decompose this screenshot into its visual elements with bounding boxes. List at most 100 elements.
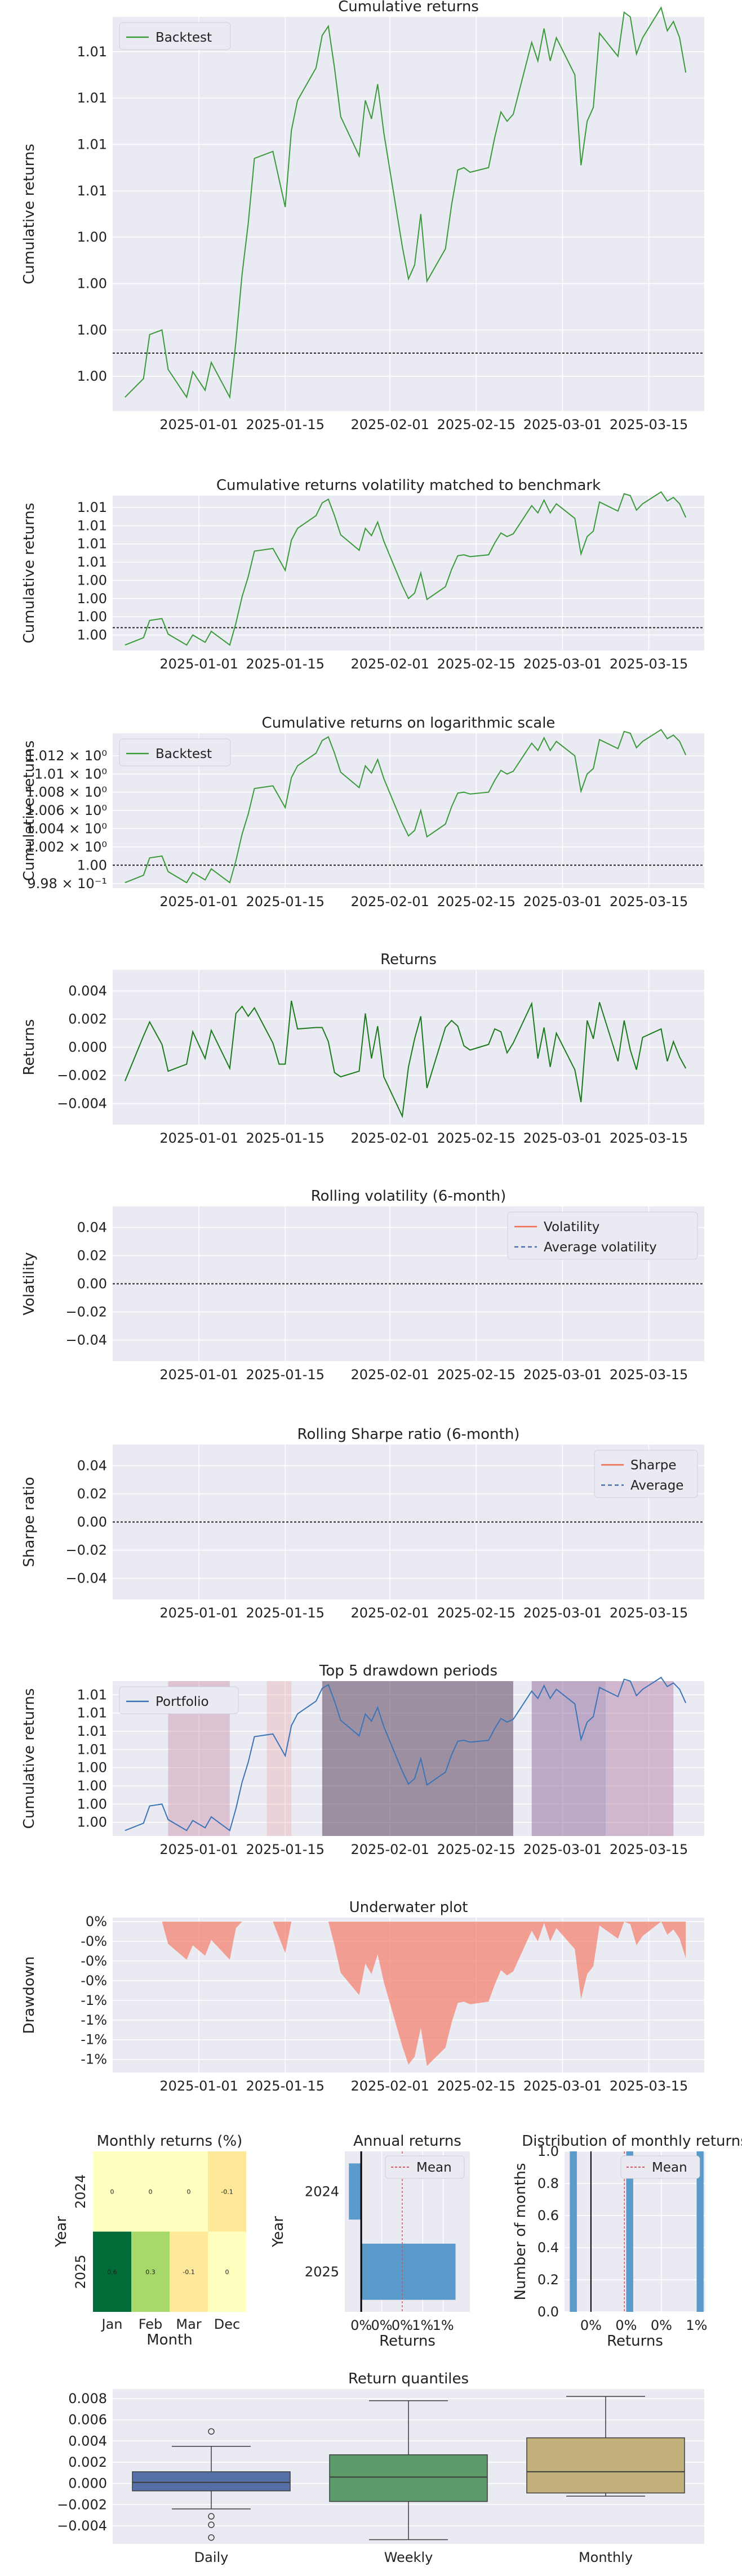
heatmap-cell-label: 0 [187,2188,191,2195]
y-tick-label: 1.01 [77,136,107,152]
drawdown-span [606,1681,674,1836]
x-tick-label: 2025-02-15 [437,656,516,672]
x-tick-label: 2025-02-01 [350,417,429,433]
legend-label: Backtest [155,747,212,761]
x-tick-label: 2025-01-01 [159,1605,238,1621]
x-tick-label: 2025-01-01 [159,417,238,433]
y-tick-label: 1.01 [77,554,107,570]
x-tick-label: 2025-02-15 [437,1605,516,1621]
chart-8: Underwater plot 2025-01-01 2025-01-15 2025-… [21,1899,704,2094]
x-tick-label: 2025-02-15 [437,894,516,910]
y-axis-label: Number of months [512,2163,529,2301]
histogram-bar [696,2151,704,2312]
y-tick-label: 1.00 [77,276,107,292]
x-tick-label: 2025-03-15 [610,1605,688,1621]
x-tick-label: 2025-02-01 [350,1130,429,1146]
x-tick-label: 0% [580,2317,602,2333]
x-tick-label: 2025-01-01 [159,1130,238,1146]
x-tick-label: 2025-03-15 [610,1842,688,1857]
y-tick-label: -0% [81,1933,107,1949]
chart-title: Monthly returns (%) [97,2133,243,2150]
heatmap-cell [170,2151,208,2232]
x-tick-label: 2025-03-01 [523,417,602,433]
x-tick-label: 2025-03-15 [610,1367,688,1383]
legend-label: Average [630,1478,683,1493]
heatmap-cell [208,2231,246,2312]
x-tick-label: 2025-02-15 [437,2078,516,2094]
y-tick-label: −0.04 [65,1332,107,1348]
x-tick-label: 2025-01-15 [246,1130,325,1146]
flier-point [208,2513,215,2520]
x-tick-label: 0% [651,2317,672,2333]
chart-4: Returns 2025-01-01 2025-01-15 2025-02-01 202… [21,951,704,1146]
y-tick-label: -1% [81,2052,107,2067]
y-tick-label: 2025 [73,2254,88,2289]
heatmap-cell [170,2231,208,2312]
x-tick-label: 2025-03-01 [523,1130,602,1146]
series-line [125,491,687,646]
y-tick-label: 2024 [73,2174,88,2209]
histogram-bar [626,2151,633,2312]
x-tick-label: 2025-01-15 [246,656,325,672]
x-tick-label: 2025-03-01 [523,1842,602,1857]
y-tick-label: 2025 [305,2264,339,2280]
heatmap-cell-label: -0.1 [183,2269,194,2276]
box [526,2437,685,2494]
drawdown-span [322,1681,513,1836]
y-tick-label: 0.02 [77,1248,107,1264]
y-tick-label: -0% [81,1973,107,1989]
y-tick-label: 0.002 [68,2454,107,2470]
x-tick-label: Weekly [384,2550,433,2565]
chart-title: Cumulative returns [338,0,479,15]
x-tick-label: 2025-03-01 [523,1367,602,1383]
y-tick-label: 0.04 [77,1220,107,1236]
y-axis-label: Year [270,2216,287,2248]
legend-label: Average volatility [544,1240,657,1255]
x-tick-label: 2025-02-01 [350,656,429,672]
y-tick-label: 0.000 [68,1040,107,1055]
x-tick-label: 2025-02-01 [350,1605,429,1621]
y-tick-label: 1.01 [77,90,107,106]
x-tick-label: 0% [350,2317,372,2333]
y-tick-label: -1% [81,1993,107,2008]
y-axis-label: Returns [21,1019,38,1076]
x-tick-label: 2025-02-15 [437,1367,516,1383]
x-tick-label: 2025-02-01 [350,1367,429,1383]
x-tick-label: 0% [392,2317,413,2333]
y-axis-label: Cumulative returns [21,503,38,644]
y-tick-label: 2024 [305,2183,339,2199]
flier-point [208,2534,215,2541]
x-tick-label: 2025-03-15 [610,417,688,433]
legend-label: Mean [652,2160,687,2175]
series-line [125,729,687,884]
x-tick-label: 2025-02-01 [350,1842,429,1857]
x-tick-label: 2025-01-01 [159,894,238,910]
heatmap-cell-label: 0 [149,2188,153,2195]
chart-11: Distribution of monthly returns 0% 0% 0% 1% 0… [512,2133,742,2350]
heatmap-cell-label: 0.3 [145,2269,155,2276]
drawdown-span [266,1681,292,1836]
chart-1: Cumulative returns 2025-01-01 2025-01-15 20… [21,0,704,433]
x-tick-label: 2025-01-15 [246,1842,325,1857]
chart-title: Cumulative returns volatility matched to… [216,477,601,494]
y-tick-label: −0.004 [57,2518,107,2534]
plot-area [113,17,704,411]
chart-title: Cumulative returns on logarithmic scale [262,715,556,732]
y-tick-label: 1.01 [77,1687,107,1703]
y-tick-label: 1.00 [77,1760,107,1776]
y-tick-label: 9.98 × 10⁻¹ [27,876,107,892]
y-tick-label: 1.004 × 10⁰ [26,821,107,836]
legend-box [385,2155,465,2179]
x-tick-label: 0% [371,2317,392,2333]
x-tick-label: 1% [686,2317,707,2333]
series-line [124,1000,687,1118]
x-tick-label: 2025-03-01 [523,2078,602,2094]
y-tick-label: 1.00 [77,572,107,588]
heatmap-cell-label: 0.6 [107,2269,117,2276]
y-tick-label: -1% [81,2012,107,2028]
x-tick-label: 1% [433,2317,454,2333]
x-tick-label: 2025-03-01 [523,656,602,672]
heatmap-cell-label: 0 [110,2188,114,2195]
x-tick-label: Daily [194,2550,229,2565]
